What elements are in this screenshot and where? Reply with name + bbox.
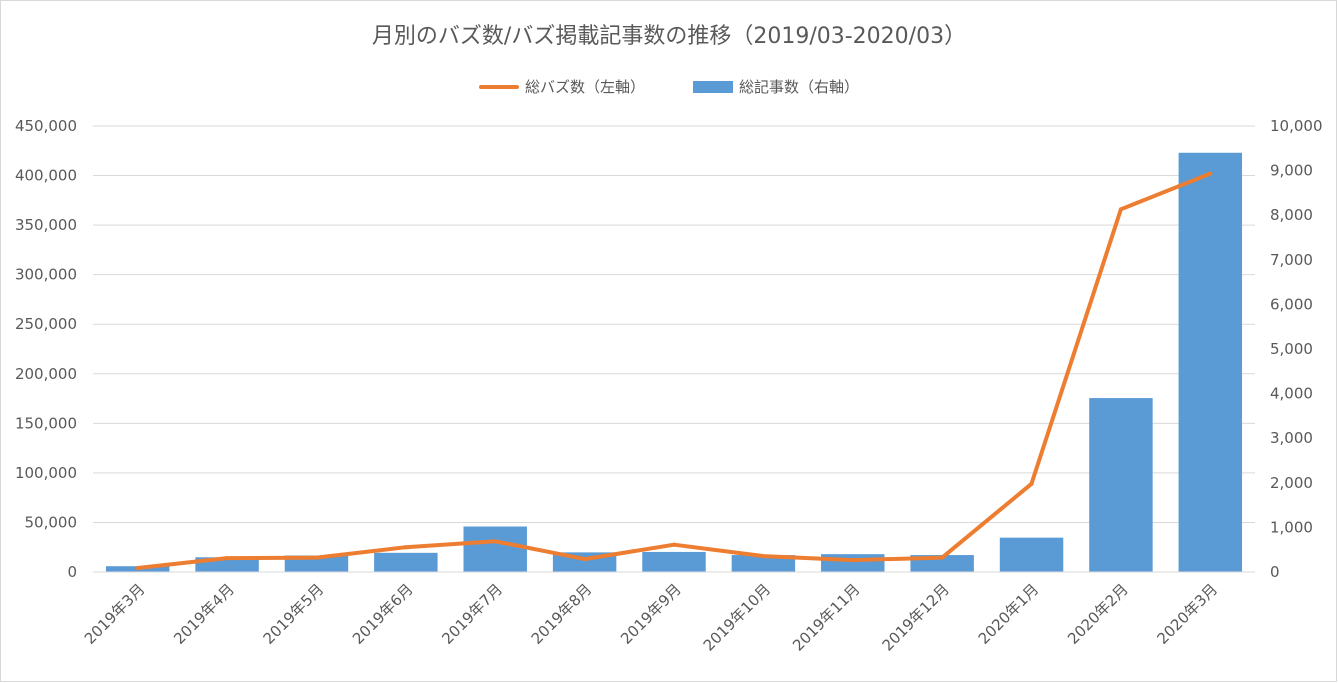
- bar: [1089, 398, 1153, 572]
- line-point: [940, 555, 945, 560]
- y-left-tick-label: 300,000: [15, 266, 77, 284]
- y-left-tick-label: 200,000: [15, 365, 77, 383]
- line-point: [314, 555, 319, 560]
- line-point: [493, 539, 498, 544]
- y-right-tick-label: 9,000: [1270, 162, 1313, 180]
- bar: [999, 537, 1064, 572]
- x-tick-label: 2019年4月: [170, 580, 238, 648]
- y-right-tick-label: 4,000: [1270, 385, 1313, 403]
- line-point: [135, 566, 140, 571]
- bar: [463, 526, 527, 572]
- x-tick-label: 2020年3月: [1153, 580, 1221, 648]
- bar: [821, 554, 885, 572]
- bar: [1178, 152, 1243, 572]
- chart-title: 月別のバズ数/バズ掲載記事数の推移（2019/03-2020/03）: [371, 24, 967, 49]
- y-left-tick-label: 150,000: [15, 414, 77, 432]
- y-left-tick-label: 50,000: [25, 513, 78, 531]
- y-right-tick-label: 7,000: [1270, 251, 1313, 269]
- y-left-tick-label: 100,000: [15, 464, 77, 482]
- y-right-tick-label: 3,000: [1270, 429, 1313, 447]
- x-tick-label: 2019年3月: [81, 580, 149, 648]
- line-series-buzz: [135, 171, 1213, 570]
- x-tick-label: 2019年5月: [260, 580, 328, 648]
- y-right-tick-label: 5,000: [1270, 340, 1313, 358]
- y-right-tick-label: 6,000: [1270, 295, 1313, 313]
- x-tick-label: 2019年11月: [789, 580, 863, 654]
- legend-label-articles: 総記事数（右軸）: [739, 78, 860, 96]
- y-right-tick-label: 10,000: [1270, 117, 1323, 135]
- x-tick-label: 2019年8月: [528, 580, 596, 648]
- line-point: [850, 558, 855, 563]
- x-tick-label: 2019年12月: [879, 580, 953, 654]
- y-left-tick-label: 450,000: [15, 117, 77, 135]
- y-left-tick-label: 350,000: [15, 216, 77, 234]
- line-point: [403, 545, 408, 550]
- line-point: [1118, 207, 1123, 212]
- y-right-tick-label: 1,000: [1270, 518, 1313, 536]
- y-left-tick-label: 400,000: [15, 167, 77, 185]
- line-point: [1029, 481, 1034, 486]
- legend-bar-swatch: [693, 80, 733, 93]
- legend-label-buzz: 総バズ数（左軸）: [524, 78, 645, 96]
- y-right-tick-label: 2,000: [1270, 474, 1313, 492]
- y-right-tick-label: 0: [1270, 563, 1280, 581]
- x-tick-label: 2019年7月: [438, 580, 506, 648]
- bar: [731, 555, 796, 572]
- line-point: [761, 554, 766, 559]
- line-point: [672, 542, 676, 547]
- bar: [374, 552, 438, 572]
- y-left-tick-label: 0: [67, 563, 77, 581]
- x-tick-label: 2019年6月: [349, 580, 417, 648]
- x-tick-label: 2019年9月: [617, 580, 685, 648]
- line-point: [1208, 171, 1213, 176]
- x-tick-label: 2020年1月: [975, 580, 1043, 648]
- x-tick-label: 2019年10月: [700, 580, 774, 654]
- legend-line-swatch: [478, 84, 519, 89]
- y-right-tick-label: 8,000: [1270, 206, 1313, 224]
- legend: 総バズ数（左軸） 総記事数（右軸）: [0, 76, 1338, 97]
- bar: [642, 551, 706, 572]
- x-tick-label: 2020年2月: [1064, 580, 1132, 648]
- line-point: [582, 557, 587, 562]
- legend-item-articles: 総記事数（右軸）: [693, 76, 859, 97]
- line-point: [225, 556, 230, 561]
- y-left-tick-label: 250,000: [15, 315, 77, 333]
- legend-item-buzz: 総バズ数（左軸）: [478, 76, 645, 97]
